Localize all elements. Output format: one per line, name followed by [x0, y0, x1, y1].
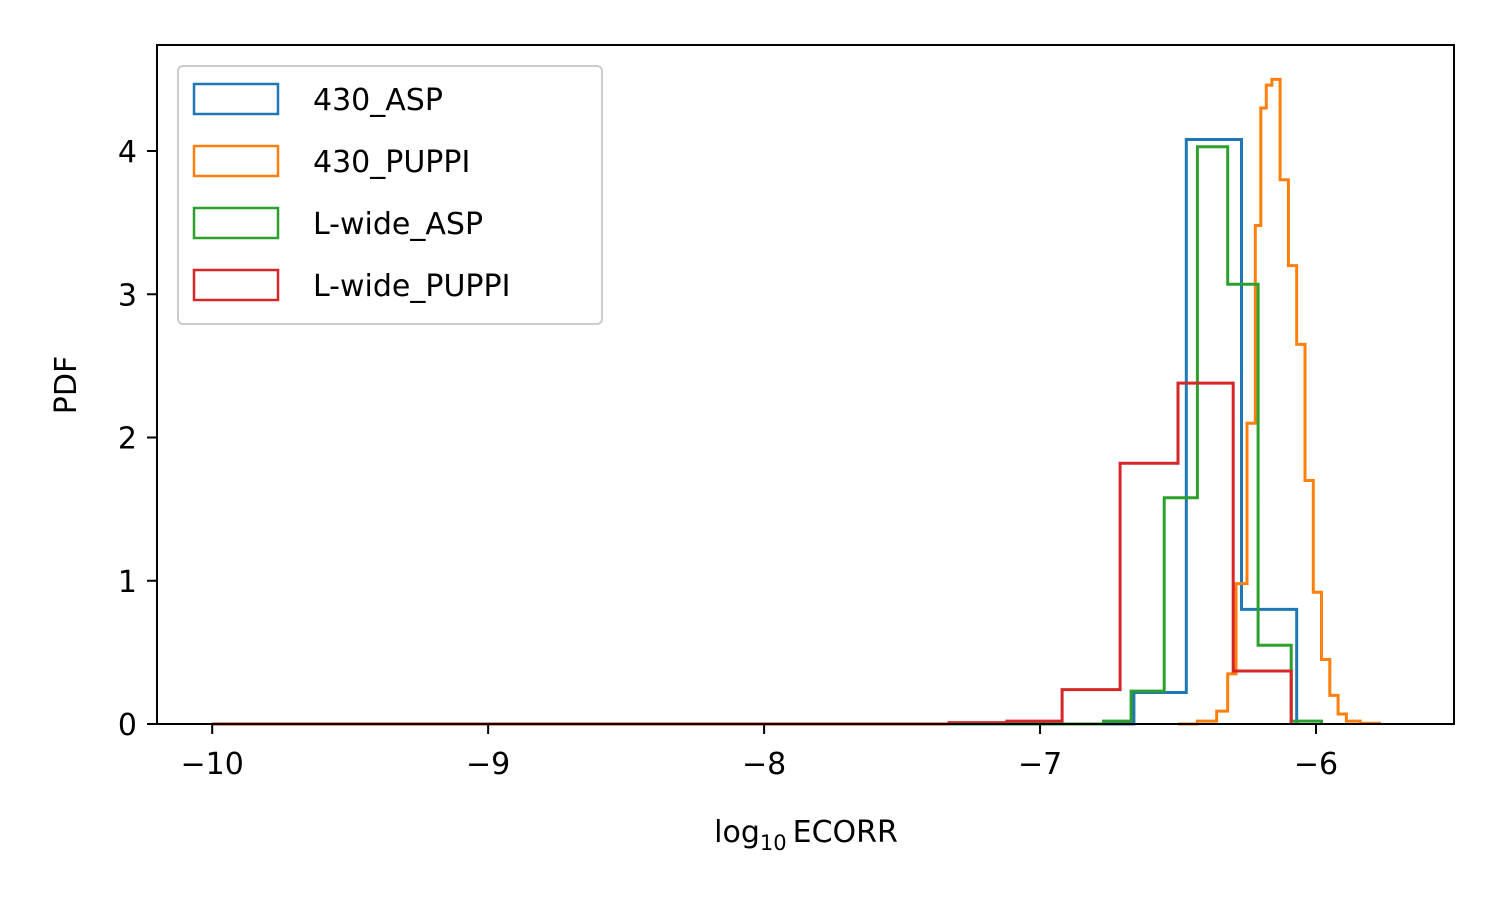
- series-layer: [212, 77, 1381, 726]
- legend-entry: 430_ASP: [192, 82, 443, 118]
- axes-layer: −10 −9 −8 −7 −6 0 1 2 3 4: [118, 44, 1455, 782]
- y-tick-label: 0: [118, 708, 137, 743]
- legend-swatch: [192, 144, 280, 178]
- x-tick-label: −10: [181, 747, 244, 782]
- x-axis-label-rest: ECORR: [793, 815, 898, 850]
- legend-swatch: [192, 206, 280, 240]
- legend-swatch: [192, 82, 280, 116]
- legend-swatch: [192, 268, 280, 302]
- legend-label: 430_PUPPI: [313, 145, 470, 180]
- y-tick-label: 2: [118, 422, 137, 457]
- axes-frame: [156, 44, 1455, 725]
- y-tick-label: 1: [118, 565, 137, 600]
- x-tick-label: −6: [1294, 747, 1338, 782]
- x-tick-label: −9: [466, 747, 510, 782]
- x-axis-label-base: log: [714, 815, 760, 850]
- legend-entry: L-wide_ASP: [192, 206, 483, 242]
- x-tick-label: −7: [1018, 747, 1062, 782]
- legend: 430_ASP 430_PUPPI L-wide_ASP L-wide_PUPPI: [177, 65, 603, 325]
- series-430-puppi-histogram: [1178, 77, 1381, 726]
- legend-entry: 430_PUPPI: [192, 144, 470, 180]
- legend-label: 430_ASP: [313, 83, 443, 118]
- y-axis-label: PDF: [49, 356, 84, 414]
- y-tick-label: 3: [118, 278, 137, 313]
- series-l-wide-puppi-histogram: [212, 381, 1293, 726]
- legend-label: L-wide_ASP: [313, 207, 483, 242]
- legend-label: L-wide_PUPPI: [313, 269, 510, 304]
- legend-box: [177, 65, 603, 325]
- x-axis-label: log10 ECORR: [714, 815, 898, 855]
- y-tick-label: 4: [118, 135, 137, 170]
- x-axis-label-subscript: 10: [760, 831, 787, 855]
- x-tick-label: −8: [742, 747, 786, 782]
- legend-entry: L-wide_PUPPI: [192, 268, 510, 304]
- series-430-asp-histogram: [212, 138, 1299, 726]
